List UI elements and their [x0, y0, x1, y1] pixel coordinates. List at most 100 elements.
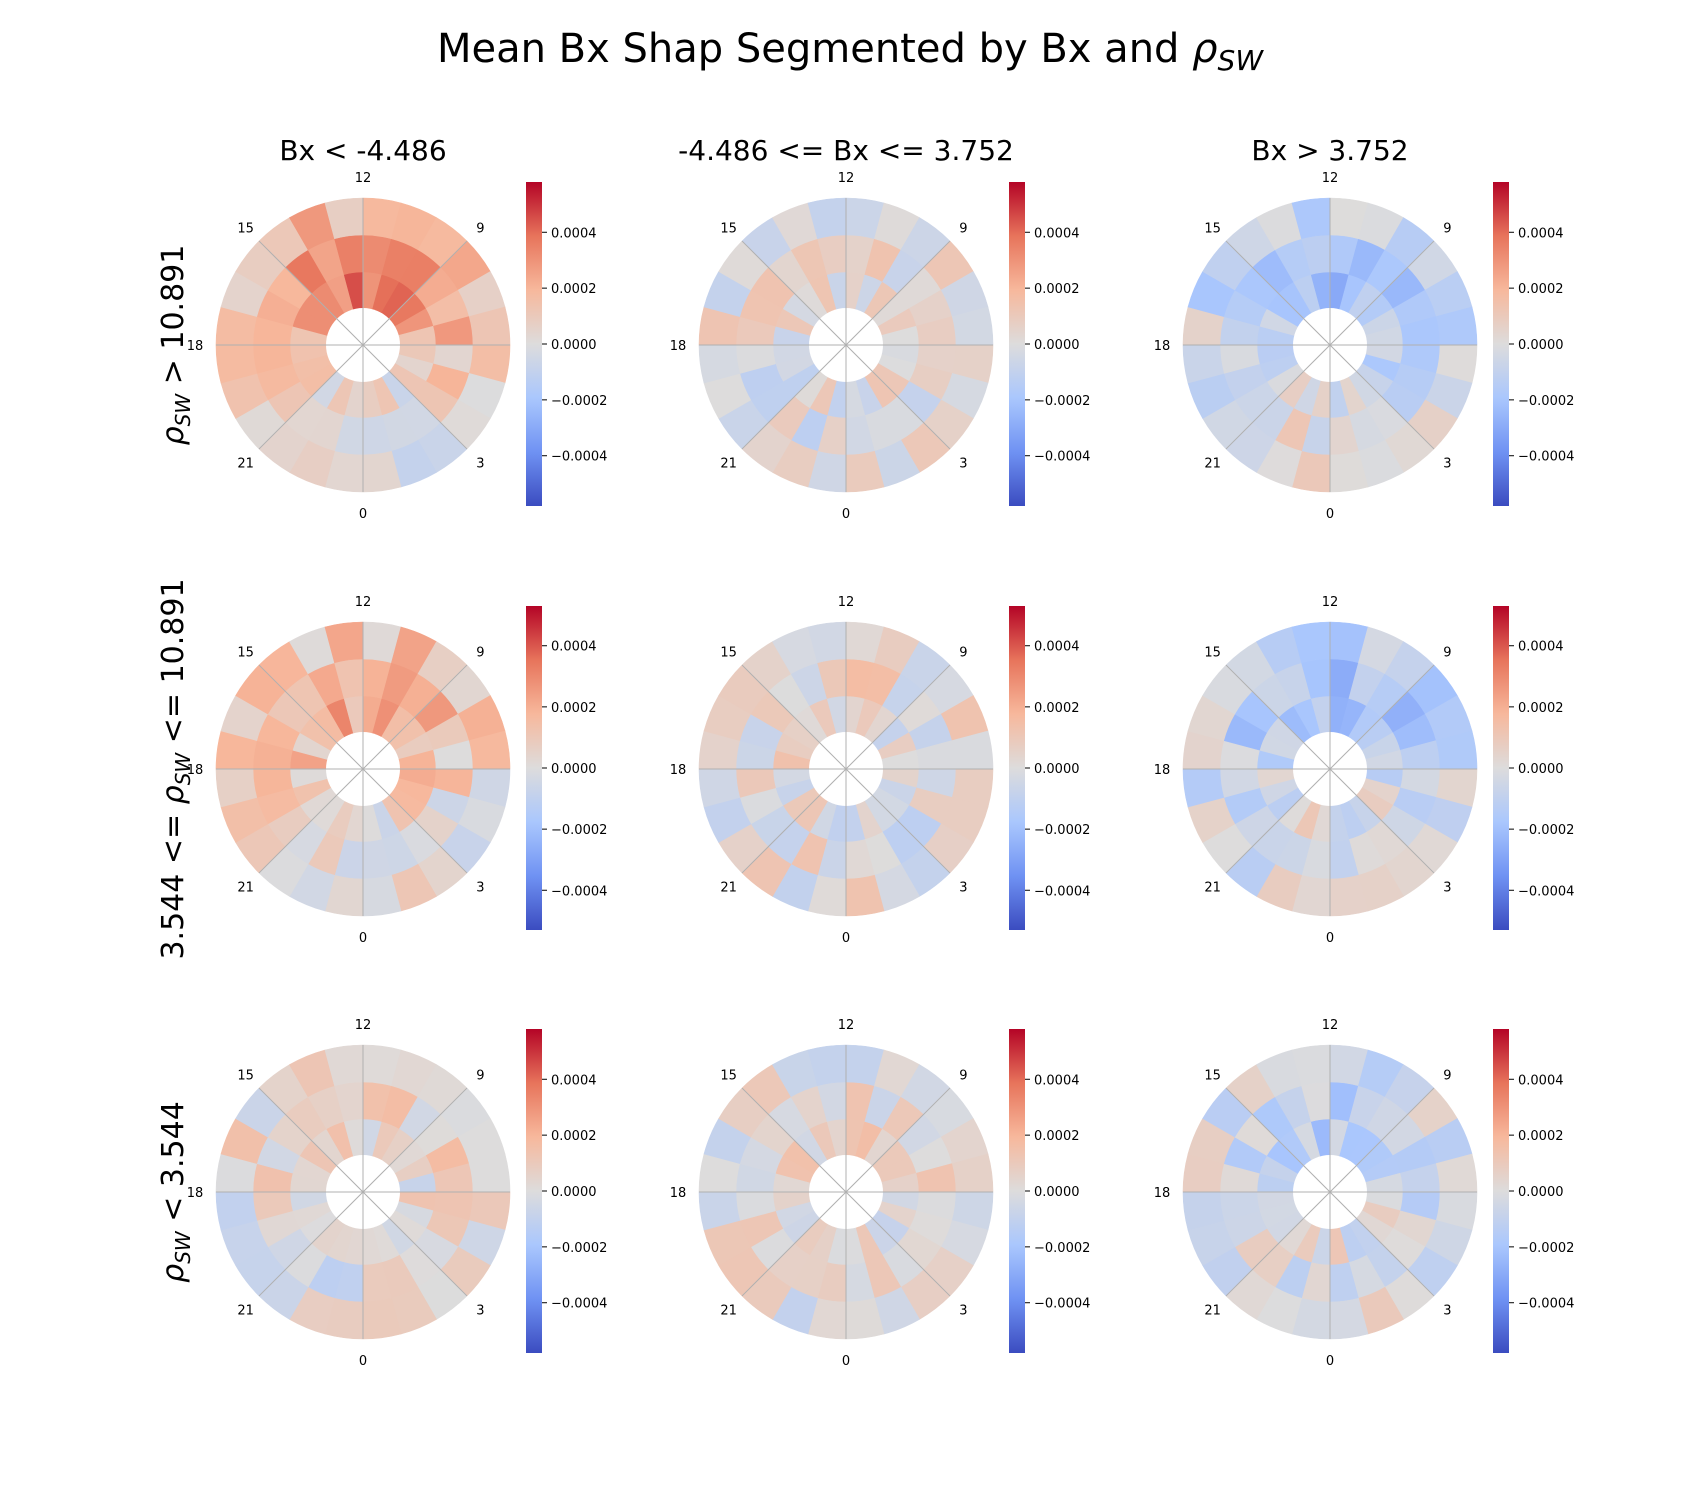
angular-tick-label: 21	[1204, 456, 1221, 471]
colorbar-r3-c1: 0.00040.00020.0000−0.0002−0.0004	[526, 1029, 607, 1353]
panel-r3-c1: 129630211815	[187, 1018, 535, 1369]
angular-tick-label: 12	[838, 595, 855, 610]
colorbar-tick-label: −0.0004	[1034, 450, 1090, 465]
colorbar-r2-c3: 0.0004 0.0002 0.0000 −0.0002 −0.0004	[1493, 606, 1574, 930]
colorbar-tick-label: 0.0002	[1518, 282, 1564, 297]
angular-tick-label: 9	[476, 646, 484, 661]
colorbar-r2-c1: 0.00040.00020.0000−0.0002−0.0004	[526, 606, 607, 930]
angular-tick-label: 18	[1154, 763, 1171, 778]
colorbar-gradient	[526, 182, 542, 506]
angular-tick-label: 0	[1326, 507, 1334, 522]
colorbar-gradient	[1009, 606, 1025, 930]
angular-tick-label: 12	[1322, 1018, 1339, 1033]
angular-tick-label: 12	[355, 595, 372, 610]
colorbar-tick-label: 0.0002	[551, 701, 597, 716]
panel-r2-c3: 129630211815	[1154, 595, 1502, 946]
colorbar-tick-label: 0.0000	[1034, 762, 1080, 777]
figure-title: Mean Bx Shap Segmented by Bx and ρSW	[437, 26, 1264, 77]
column-title-3: Bx > 3.752	[1251, 134, 1408, 167]
angular-tick-label: 21	[720, 1303, 737, 1318]
colorbar-tick-label: 0.0000	[1518, 338, 1564, 353]
angular-tick-label: 3	[959, 880, 967, 895]
angular-tick-label: 21	[1204, 1303, 1221, 1318]
angular-tick-label: 0	[842, 507, 850, 522]
column-title-1: Bx < -4.486	[279, 134, 446, 167]
colorbar-tick-label: 0.0004	[1034, 1073, 1080, 1088]
angular-tick-label: 9	[959, 1069, 967, 1084]
colorbar-tick-label: 0.0002	[1034, 1129, 1080, 1144]
angular-tick-label: 15	[237, 222, 254, 237]
angular-tick-label: 0	[842, 931, 850, 946]
colorbar-gradient	[526, 1029, 542, 1353]
angular-tick-label: 15	[720, 1069, 737, 1084]
colorbar-tick-label: 0.0000	[1034, 1185, 1080, 1200]
column-titles: Bx < -4.486 -4.486 <= Bx <= 3.752 Bx > 3.7…	[279, 134, 1408, 167]
colorbar-tick-label: 0.0002	[1034, 282, 1080, 297]
colorbar-tick-label: 0.0000	[551, 1185, 597, 1200]
angular-tick-label: 21	[237, 456, 254, 471]
colorbar-r1-c1: 0.00040.00020.0000−0.0002−0.0004	[526, 182, 607, 506]
angular-tick-label: 12	[838, 171, 855, 186]
colorbar-tick-label: −0.0004	[1518, 1297, 1574, 1312]
colorbar-tick-label: −0.0002	[1034, 823, 1090, 838]
colorbar-tick-label: −0.0004	[551, 1297, 607, 1312]
angular-tick-label: 12	[1322, 171, 1339, 186]
panels: 1296302118151296302118151296302118151296…	[187, 171, 1502, 1369]
angular-tick-label: 0	[359, 1354, 367, 1369]
colorbar-tick-label: −0.0002	[551, 823, 607, 838]
angular-tick-label: 15	[720, 222, 737, 237]
colorbar-tick-label: 0.0000	[1518, 1185, 1564, 1200]
angular-tick-label: 18	[670, 763, 687, 778]
colorbar-tick-label: −0.0004	[1034, 884, 1090, 899]
angular-tick-label: 21	[237, 880, 254, 895]
angular-tick-label: 18	[1154, 1186, 1171, 1201]
angular-tick-label: 3	[1443, 880, 1451, 895]
panel-r1-c1: 129630211815	[187, 171, 535, 522]
colorbar-gradient	[1009, 182, 1025, 506]
colorbar-tick-label: −0.0004	[1518, 884, 1574, 899]
colorbar-tick-label: 0.0000	[1518, 762, 1564, 777]
angular-tick-label: 0	[1326, 931, 1334, 946]
colorbar-tick-label: −0.0002	[1518, 1241, 1574, 1256]
angular-tick-label: 0	[359, 931, 367, 946]
angular-tick-label: 9	[1443, 646, 1451, 661]
angular-tick-label: 0	[842, 1354, 850, 1369]
colorbar-r1-c3: 0.00040.00020.0000−0.0002−0.0004	[1493, 182, 1574, 506]
angular-tick-label: 3	[476, 456, 484, 471]
colorbar-tick-label: 0.0004	[1034, 226, 1080, 241]
column-title-2: -4.486 <= Bx <= 3.752	[678, 134, 1014, 167]
colorbar-tick-label: −0.0002	[1518, 823, 1574, 838]
colorbar-tick-label: −0.0004	[1518, 450, 1574, 465]
colorbar-tick-label: 0.0002	[1518, 701, 1564, 716]
angular-tick-label: 15	[1204, 646, 1221, 661]
colorbar-tick-label: 0.0004	[1518, 640, 1564, 655]
colorbar-r1-c2: 0.00040.00020.0000−0.0002−0.0004	[1009, 182, 1090, 506]
colorbar-tick-label: 0.0000	[1034, 338, 1080, 353]
colorbar-tick-label: 0.0000	[551, 762, 597, 777]
angular-tick-label: 9	[959, 646, 967, 661]
angular-tick-label: 12	[1322, 595, 1339, 610]
colorbar-r3-c3: 0.0004 0.0002 0.0000 −0.0002 −0.0004	[1493, 1029, 1574, 1353]
colorbar-gradient	[526, 606, 542, 930]
angular-tick-label: 3	[959, 456, 967, 471]
angular-tick-label: 18	[670, 1186, 687, 1201]
colorbar-r2-c2: 0.00040.00020.0000−0.0002−0.0004	[1009, 606, 1090, 930]
angular-tick-label: 18	[187, 1186, 204, 1201]
panel-r2-c2: 129630211815	[670, 595, 1018, 946]
colorbar-tick-label: 0.0004	[1518, 226, 1564, 241]
colorbar-tick-label: 0.0004	[1518, 1073, 1564, 1088]
angular-tick-label: 12	[355, 1018, 372, 1033]
colorbar-tick-label: −0.0002	[551, 1241, 607, 1256]
colorbar-tick-label: 0.0004	[551, 1073, 597, 1088]
colorbar-tick-label: −0.0004	[551, 884, 607, 899]
angular-tick-label: 15	[237, 1069, 254, 1084]
colorbar-gradient	[1009, 1029, 1025, 1353]
angular-tick-label: 12	[838, 1018, 855, 1033]
colorbar-tick-label: 0.0004	[551, 226, 597, 241]
angular-tick-label: 15	[1204, 1069, 1221, 1084]
colorbar-gradient	[1493, 606, 1509, 930]
angular-tick-label: 0	[359, 507, 367, 522]
angular-tick-label: 21	[1204, 880, 1221, 895]
angular-tick-label: 3	[1443, 456, 1451, 471]
